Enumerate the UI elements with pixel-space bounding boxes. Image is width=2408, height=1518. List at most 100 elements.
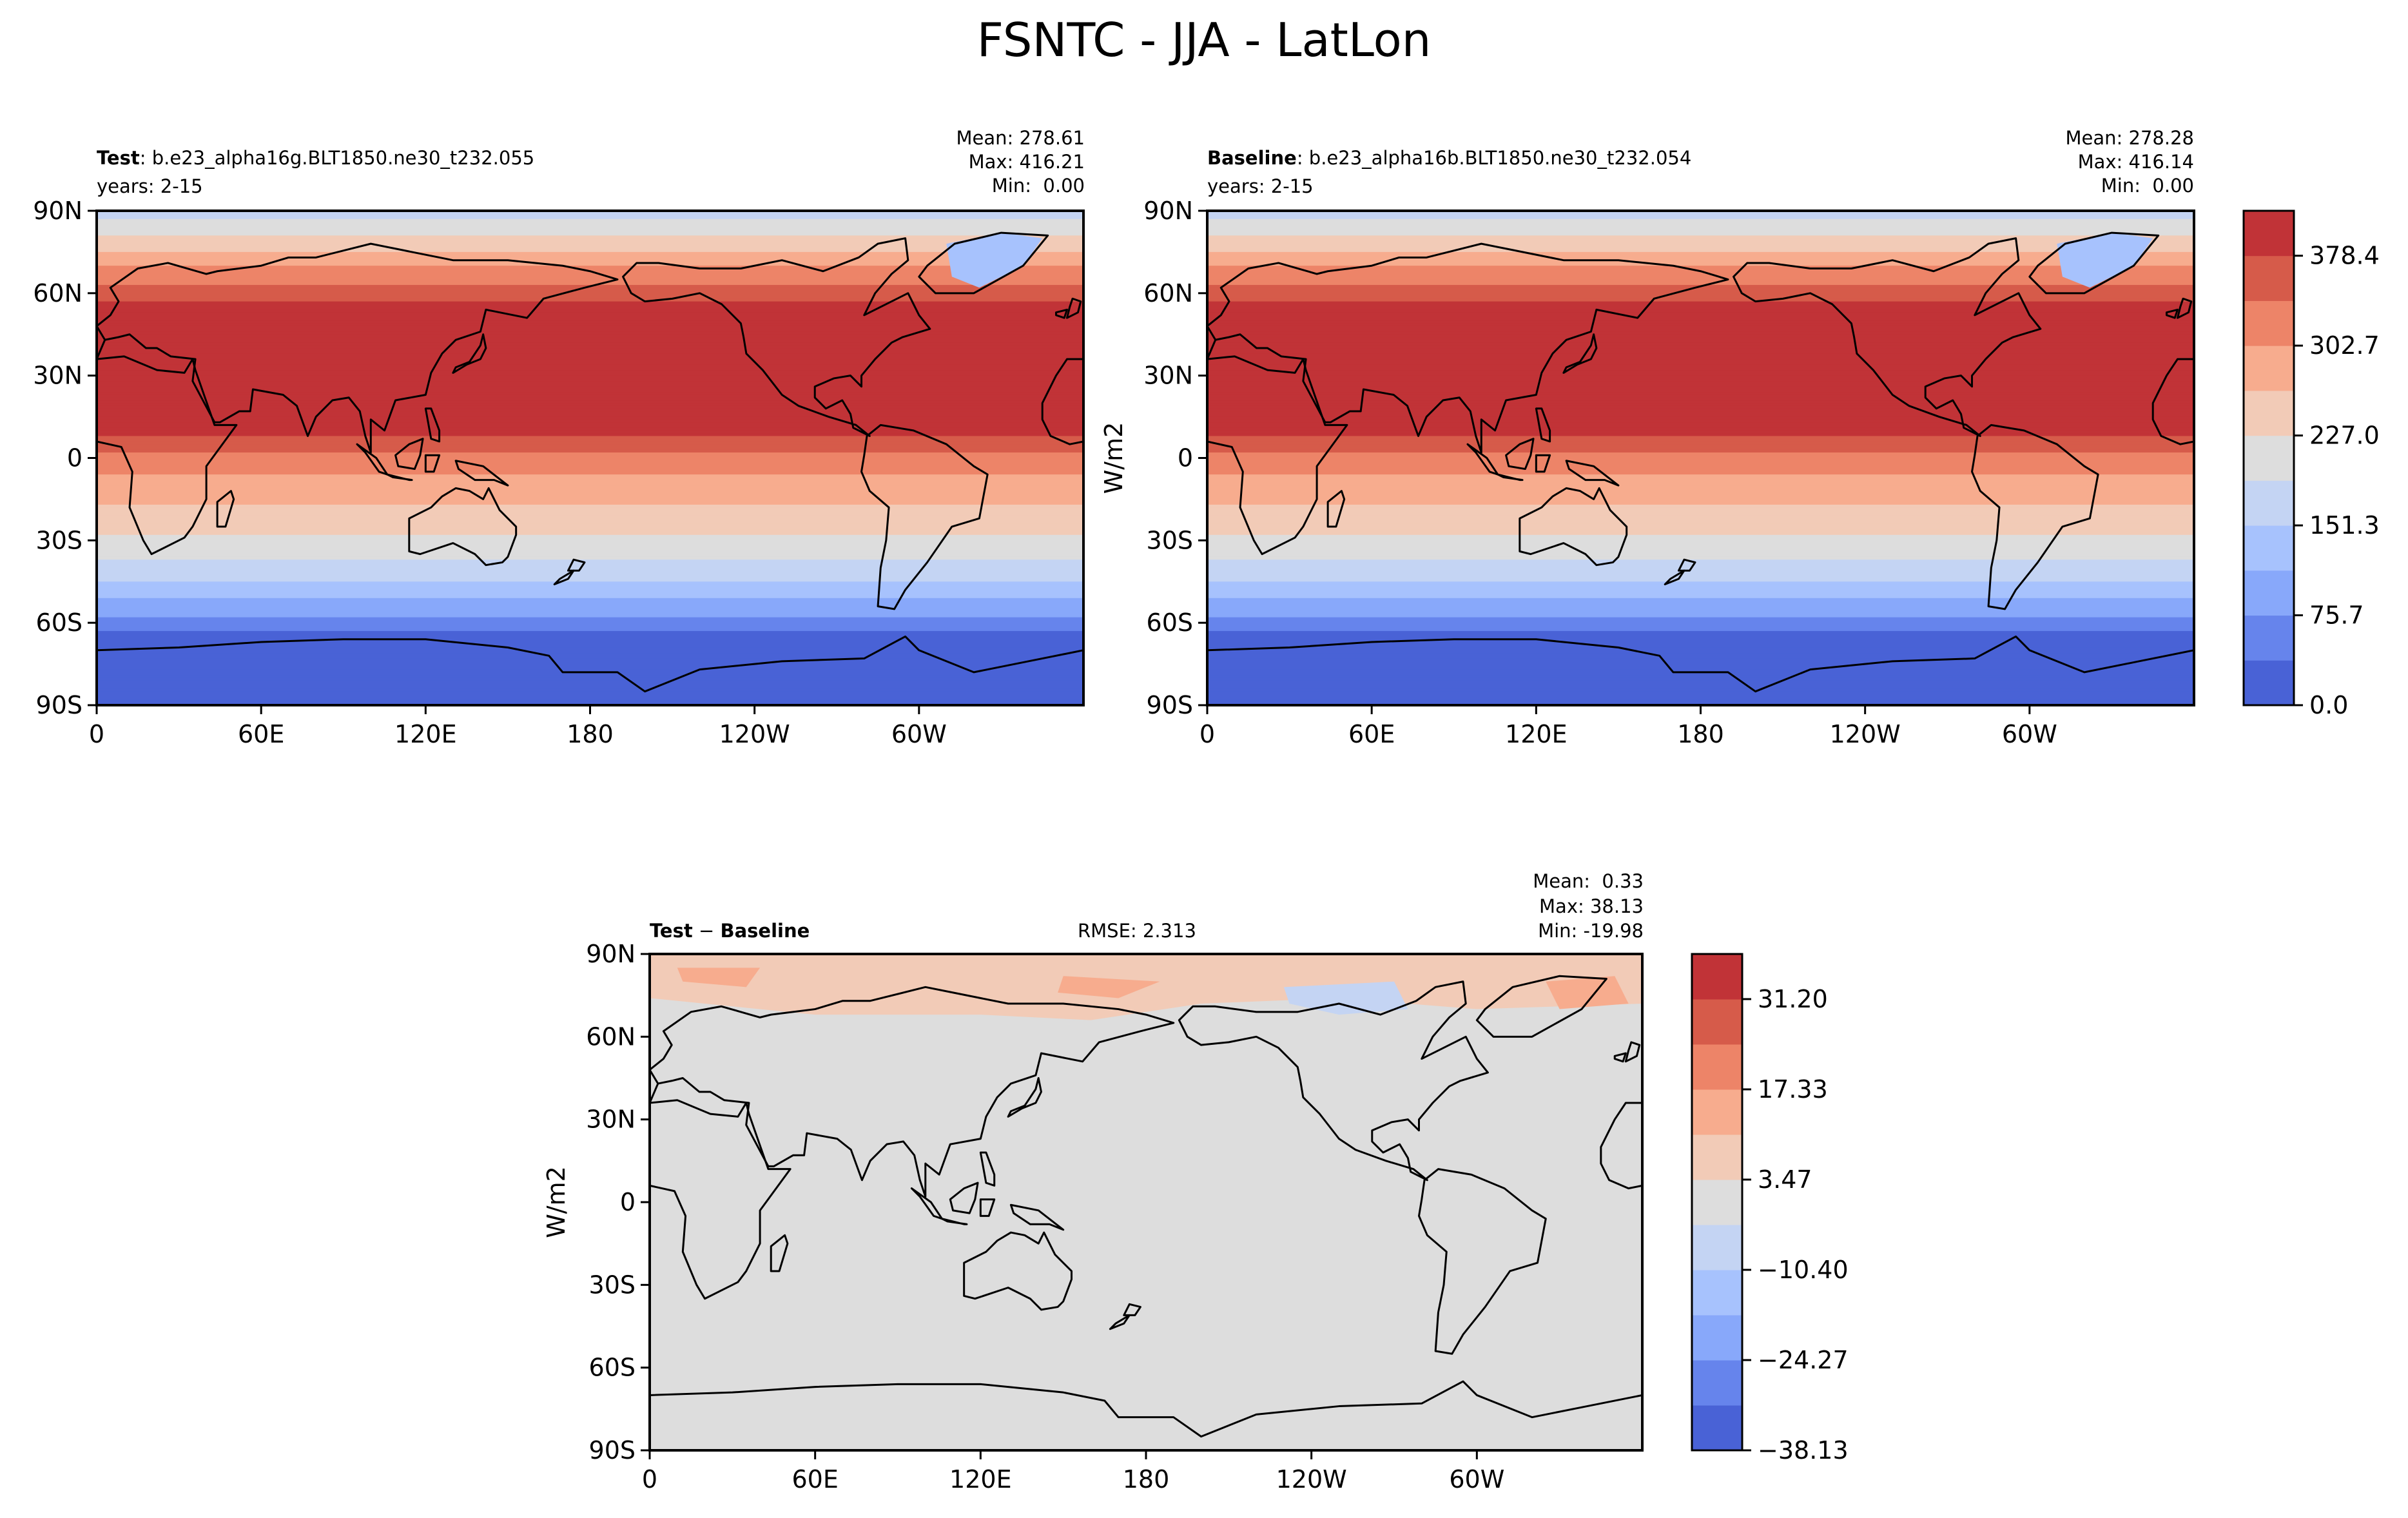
contour-band (1207, 331, 2194, 335)
y-tick-label: 60S (1147, 608, 1193, 637)
contour-band (1207, 211, 2194, 214)
y-tick-label: 90N (1143, 197, 1193, 225)
map-field-1 (97, 211, 1083, 705)
contour-band (97, 397, 1083, 401)
contour-band (1207, 337, 2194, 340)
contour-band (97, 353, 1083, 357)
coastline (408, 487, 518, 567)
contour-band (1207, 581, 2194, 585)
contour-band (97, 641, 1083, 645)
baseline-label-case: : b.e23_alpha16b.BLT1850.ne30_t232.054 (1296, 147, 1692, 169)
coastline (97, 242, 619, 454)
contour-band (97, 534, 1083, 538)
contour-band (97, 639, 1083, 643)
contour-band (1207, 512, 2194, 516)
contour-band (1207, 266, 2194, 269)
contour-band (1207, 425, 2194, 429)
contour-band (1207, 353, 2194, 357)
coastline (1065, 297, 1082, 319)
test-label-bold: Test (97, 147, 140, 169)
contour-band (97, 491, 1083, 494)
contour-band (97, 296, 1083, 299)
x-tick-label: 120W (1276, 1465, 1347, 1494)
contour-band (97, 482, 1083, 486)
contour-band (97, 340, 1083, 344)
contour-band (1207, 619, 2194, 623)
contour-band (1207, 449, 2194, 453)
coastline (910, 1187, 943, 1220)
test-mean: Mean: 278.61 (956, 127, 1085, 149)
contour-band (1207, 397, 2194, 401)
contour-band (97, 378, 1083, 382)
contour-band (1207, 562, 2194, 566)
x-tick-label: 120E (1505, 720, 1568, 748)
contour-band (97, 628, 1083, 632)
colorbar-swatch (1692, 1315, 1742, 1361)
contour-band (97, 630, 1083, 634)
contour-band (1207, 573, 2194, 577)
colorbar-swatch (2244, 570, 2294, 616)
coastline (940, 1218, 968, 1225)
contour-band (1207, 667, 2194, 670)
contour-band (97, 469, 1083, 472)
colorbar-tick-label: 378.4 (2309, 242, 2380, 270)
contour-band (1207, 612, 2194, 615)
contour-band (97, 323, 1083, 327)
colorbar-tick-label: −10.40 (1758, 1256, 1849, 1284)
contour-band (97, 213, 1083, 217)
contour-band (97, 636, 1083, 640)
x-tick-label: 60E (1348, 720, 1395, 748)
contour-band (1207, 469, 2194, 472)
contour-band (1207, 386, 2194, 390)
contour-band (1207, 251, 2194, 255)
contour-band (1207, 545, 2194, 549)
contour-band (1207, 458, 2194, 462)
contour-band (97, 697, 1083, 701)
colorbar-swatch (2244, 480, 2294, 526)
contour-band (1207, 630, 2194, 634)
colorbar-tick-label: 151.3 (2309, 511, 2380, 540)
contour-band (1207, 578, 2194, 582)
contour-band (97, 293, 1083, 297)
colorbar-frame (1691, 953, 1743, 1452)
contour-band (97, 436, 1083, 440)
contour-band (1207, 309, 2194, 313)
contour-band (1207, 436, 2194, 440)
colorbar-swatch (1692, 1044, 1742, 1090)
contour-band (97, 510, 1083, 514)
contour-band (1207, 342, 2194, 346)
contour-band (1207, 433, 2194, 437)
coastline (1613, 1052, 1627, 1063)
colorbar-swatch (1692, 1270, 1742, 1316)
contour-band (97, 274, 1083, 277)
y-tick-label: 60N (33, 279, 83, 307)
coastline (1600, 1102, 1642, 1190)
map-panel-3: 0 60E 120E 180 120W 60W 90N 60N 30N 0 30S 60S 90S W/m… (542, 940, 1644, 1494)
coastline (1054, 308, 1068, 319)
test-years: years: 2-15 (97, 175, 203, 197)
contour-band (97, 567, 1083, 571)
contour-band (1207, 271, 2194, 275)
contour-band (1207, 444, 2194, 448)
contour-band (97, 545, 1083, 549)
map-panel-2: 0 60E 120E 180 120W 60W 90N 60N 30N 0 30S 60S 90S W/m… (1100, 197, 2195, 748)
y-tick-label: 30S (589, 1270, 636, 1299)
contour-band (97, 408, 1083, 412)
contour-band (97, 474, 1083, 478)
diff-patch (677, 968, 761, 988)
contour-band (1207, 392, 2194, 396)
x-tick-label: 60E (238, 720, 284, 748)
contour-band (97, 345, 1083, 349)
contour-band (97, 691, 1083, 695)
contour-band (1207, 403, 2194, 407)
colorbar-swatch (1692, 954, 1742, 1000)
contour-band (1207, 523, 2194, 527)
diff-label-bold: Test (650, 920, 693, 942)
contour-band (1207, 213, 2194, 217)
contour-band (97, 556, 1083, 560)
contour-band (1207, 268, 2194, 272)
x-tick-label: 60W (1449, 1465, 1504, 1494)
contour-band (1207, 543, 2194, 547)
contour-band (97, 422, 1083, 425)
coastline (1109, 1314, 1131, 1330)
